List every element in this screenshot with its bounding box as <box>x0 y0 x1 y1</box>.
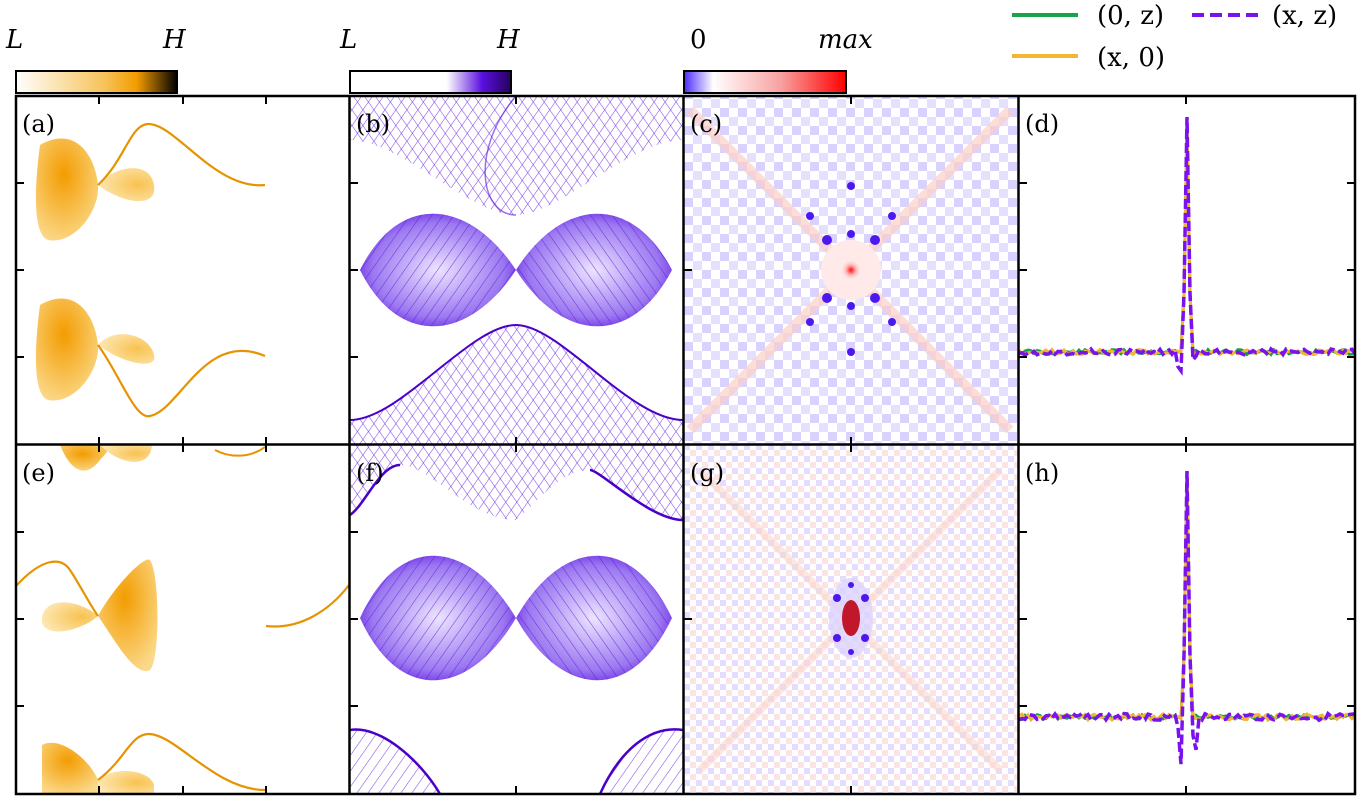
colorbar-c-low: 0 <box>690 25 707 55</box>
panel-e-band-mid-left <box>16 560 99 617</box>
legend-label-xz: (x, z) <box>1272 1 1337 31</box>
colorbar-b-gradient <box>349 70 512 94</box>
panel-f-edge-bottom <box>350 728 683 794</box>
panel-b-edge-top <box>484 96 517 216</box>
panel-b-lobe-right-hatch <box>516 213 672 327</box>
panel-g-dots <box>833 582 869 655</box>
panel-g-content <box>684 445 1018 794</box>
colorbar-b: L H <box>339 25 521 94</box>
panel-label-f: (f) <box>356 459 384 487</box>
panel-a-band-1 <box>97 122 266 187</box>
panel-e-content <box>16 445 349 794</box>
panel-b-edge-bottom <box>350 323 683 421</box>
colorbar-b-low: L <box>339 25 357 55</box>
panel-f-edge-top-right <box>589 468 683 522</box>
panel-label-c: (c) <box>690 110 722 138</box>
colorbar-b-high: H <box>496 25 521 55</box>
panel-label-e: (e) <box>22 459 55 487</box>
colorbar-c-gradient <box>683 70 847 94</box>
panel-e-lobe-mid-1 <box>98 559 158 672</box>
panel-e-lobe-bottom-2 <box>98 770 154 794</box>
panel-f-band-bottom <box>350 729 683 794</box>
panel-h-series-xz <box>1019 470 1355 765</box>
legend: (0, z) (x, 0) (x, z) <box>1012 1 1337 73</box>
panel-frames <box>14 94 1357 796</box>
panel-g-center <box>842 600 860 636</box>
panel-label-d: (d) <box>1025 110 1059 138</box>
panel-e-lobe-top-1 <box>60 445 110 471</box>
panel-a-lobe-2 <box>98 168 155 202</box>
panel-e-lobe-top-2 <box>100 445 152 462</box>
panel-e-band-bottom <box>97 732 266 792</box>
panel-e-lobe-mid-2 <box>41 602 98 632</box>
ticks <box>16 96 1355 794</box>
panel-f-lobe-left-hatch <box>360 555 516 681</box>
legend-label-x0: (x, 0) <box>1097 43 1165 73</box>
legend-label-0z: (0, z) <box>1097 1 1164 31</box>
panel-label-b: (b) <box>356 110 390 138</box>
panel-b-band-bottom-overlay <box>350 325 683 444</box>
panel-c-center <box>839 258 863 282</box>
panel-h-content <box>1019 470 1355 765</box>
panel-a-band-2 <box>97 344 266 418</box>
panel-d-content <box>1019 116 1355 376</box>
colorbar-c-high: max <box>818 25 873 55</box>
panel-a-content <box>35 122 266 418</box>
panel-e-band-top <box>214 446 266 457</box>
panel-f-band-top-overlay <box>350 445 683 520</box>
colorbar-a: L H <box>5 25 187 94</box>
panel-label-h: (h) <box>1025 459 1059 487</box>
colorbar-a-low: L <box>5 25 23 55</box>
panel-a-lobe-1 <box>35 138 99 241</box>
panel-label-a: (a) <box>22 110 55 138</box>
panel-e-band-mid-right <box>265 584 349 628</box>
panel-f-edge-top-left <box>350 463 401 517</box>
colorbar-a-gradient <box>15 70 178 94</box>
colorbar-a-high: H <box>162 25 187 55</box>
panel-labels: (a) (b) (c) (d) (e) (f) (g) (h) <box>22 110 1059 487</box>
panel-b-lobe-left-hatch <box>360 213 516 327</box>
panel-e-lobe-bottom-1 <box>42 742 99 794</box>
panel-b-band-top-overlay <box>350 96 683 215</box>
panel-f-lobe-right-hatch <box>516 555 672 681</box>
panel-c-content <box>684 96 1018 444</box>
panel-a-lobe-4 <box>98 334 155 364</box>
colorbar-c: 0 max <box>683 25 873 94</box>
panel-b-content <box>350 96 683 444</box>
panel-a-lobe-3 <box>35 298 99 401</box>
panel-d-series-xz <box>1019 116 1355 376</box>
panel-f-content <box>350 445 683 794</box>
panel-label-g: (g) <box>690 459 724 487</box>
panel-c-dots <box>806 182 896 356</box>
